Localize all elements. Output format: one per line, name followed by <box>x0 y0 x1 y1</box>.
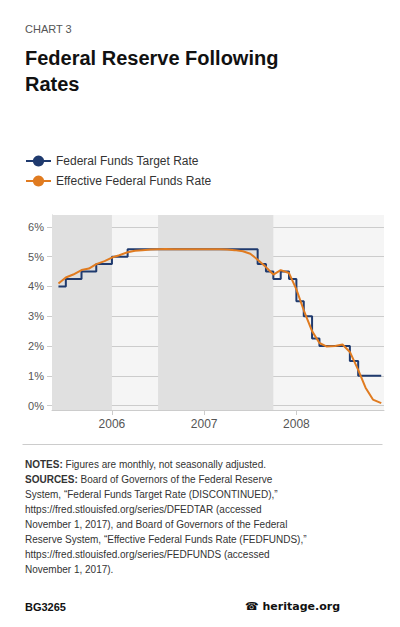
svg-text:Board of Governors of the Fede: Board of Governors of the Federal Reserv… <box>78 474 273 485</box>
svg-text:November 1, 2017).: November 1, 2017). <box>25 564 113 575</box>
svg-text:SOURCES:: SOURCES: <box>25 474 78 485</box>
svg-text:0%: 0% <box>28 400 44 412</box>
svg-text:1%: 1% <box>28 370 44 382</box>
svg-text:BG3265: BG3265 <box>25 601 66 613</box>
svg-text:4%: 4% <box>28 280 44 292</box>
svg-text:System, “Federal Funds Target: System, “Federal Funds Target Rate (DISC… <box>25 489 278 500</box>
svg-text:Reserve System, “Effective Fed: Reserve System, “Effective Federal Funds… <box>25 534 307 545</box>
svg-text:2007: 2007 <box>191 417 218 431</box>
svg-text:3%: 3% <box>28 310 44 322</box>
svg-text:5%: 5% <box>28 251 44 263</box>
svg-text:November 1, 2017), and Board o: November 1, 2017), and Board of Governor… <box>25 519 287 530</box>
svg-text:2006: 2006 <box>99 417 126 431</box>
svg-text:https://fred.stlouisfed.org/se: https://fred.stlouisfed.org/series/DFEDT… <box>25 504 262 515</box>
svg-text:Rates: Rates <box>25 73 79 95</box>
svg-text:Effective Federal Funds Rate: Effective Federal Funds Rate <box>56 174 212 188</box>
svg-text:☎ heritage.org: ☎ heritage.org <box>245 600 340 613</box>
svg-text:CHART 3: CHART 3 <box>25 23 72 35</box>
svg-text:6%: 6% <box>28 221 44 233</box>
svg-text:2008: 2008 <box>283 417 310 431</box>
svg-text:NOTES:: NOTES: <box>25 459 63 470</box>
svg-text:Federal Reserve Following: Federal Reserve Following <box>25 47 278 69</box>
svg-text:https://fred.stlouisfed.org/se: https://fred.stlouisfed.org/series/FEDFU… <box>25 549 270 560</box>
svg-text:Federal Funds Target Rate: Federal Funds Target Rate <box>56 154 199 168</box>
svg-text:2%: 2% <box>28 340 44 352</box>
svg-text:Figures are monthly, not seaso: Figures are monthly, not seasonally adju… <box>63 459 266 470</box>
